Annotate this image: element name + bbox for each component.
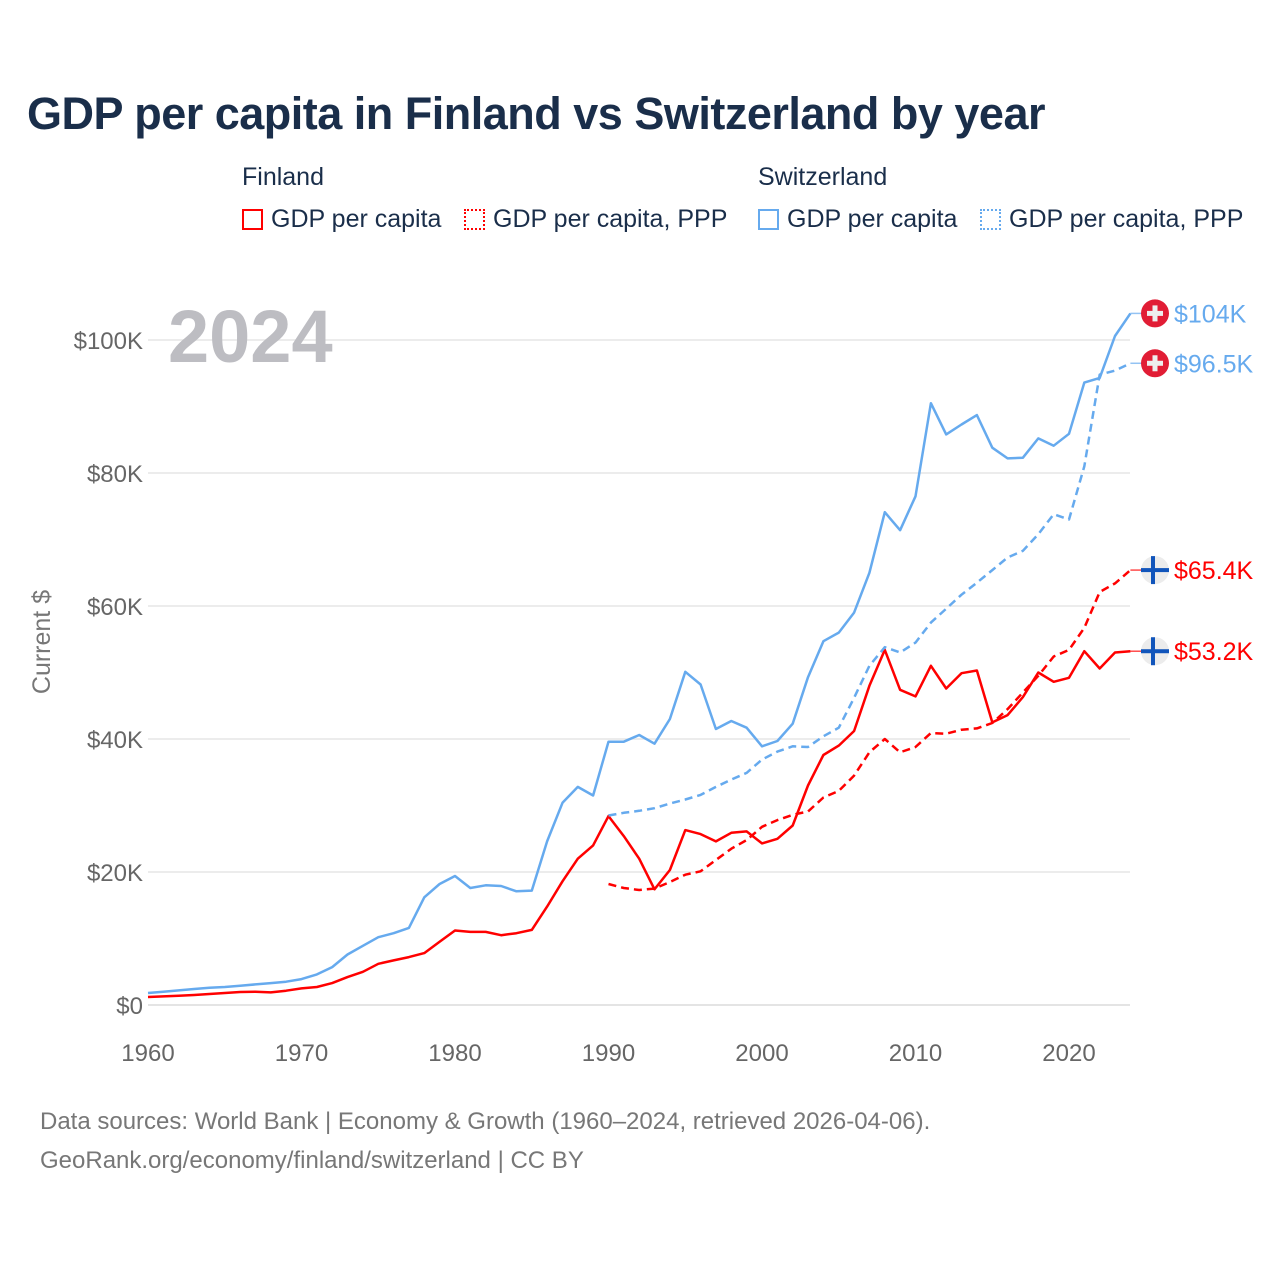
legend-switzerland-gdp-ppp[interactable]: GDP per capita, PPP [980,205,1243,234]
y-axis-label: Current $ [28,590,56,694]
y-tick-label: $80K [87,461,143,488]
source-line-1: Data sources: World Bank | Economy & Gro… [40,1108,931,1135]
legend-switzerland-gdp[interactable]: GDP per capita [758,205,957,234]
end-value-label: $104K [1174,300,1247,328]
series-line-finland-ppp[interactable] [608,569,1132,892]
legend-swatch-dotted-red [464,209,485,230]
y-tick-label: $60K [87,594,143,621]
year-overlay: 2024 [168,295,333,378]
y-tick-label: $0 [116,993,143,1020]
legend-group-finland: Finland [242,163,324,191]
end-value-label: $96.5K [1174,350,1254,378]
y-tick-label: $40K [87,727,143,754]
x-tick-label: 2020 [1042,1040,1095,1067]
legend-group-switzerland: Switzerland [758,163,888,191]
x-tick-label: 1990 [582,1040,635,1067]
end-value-label: $65.4K [1174,557,1254,585]
x-tick-label: 2000 [735,1040,788,1067]
legend-finland-gdp-ppp[interactable]: GDP per capita, PPP [464,205,727,234]
switzerland-flag-icon [1141,299,1169,328]
switzerland-flag-icon [1141,349,1169,378]
series-line-switzerland[interactable] [147,312,1132,995]
legend-label: GDP per capita [271,205,442,233]
x-tick-label: 1960 [121,1040,174,1067]
source-line-2[interactable]: GeoRank.org/economy/finland/switzerland … [40,1147,584,1174]
x-tick-label: 1970 [275,1040,328,1067]
legend-label: GDP per capita, PPP [1009,205,1244,233]
x-tick-label: 1980 [428,1040,481,1067]
y-tick-label: $100K [74,328,143,355]
series-line-switzerland-ppp[interactable] [608,362,1131,817]
legend-label: GDP per capita [787,205,958,233]
chart-title: GDP per capita in Finland vs Switzerland… [27,88,1046,139]
end-value-label: $53.2K [1174,638,1254,666]
series-line-finland[interactable] [147,648,1131,999]
legend-label: GDP per capita, PPP [493,205,728,233]
y-tick-label: $20K [87,860,143,887]
legend-finland-gdp[interactable]: GDP per capita [242,205,441,234]
finland-flag-icon [1141,556,1169,585]
x-tick-label: 2010 [889,1040,942,1067]
legend-swatch-solid-blue [758,209,779,230]
legend-swatch-dotted-blue [980,209,1001,230]
legend-swatch-solid-red [242,209,263,230]
finland-flag-icon [1141,637,1169,666]
